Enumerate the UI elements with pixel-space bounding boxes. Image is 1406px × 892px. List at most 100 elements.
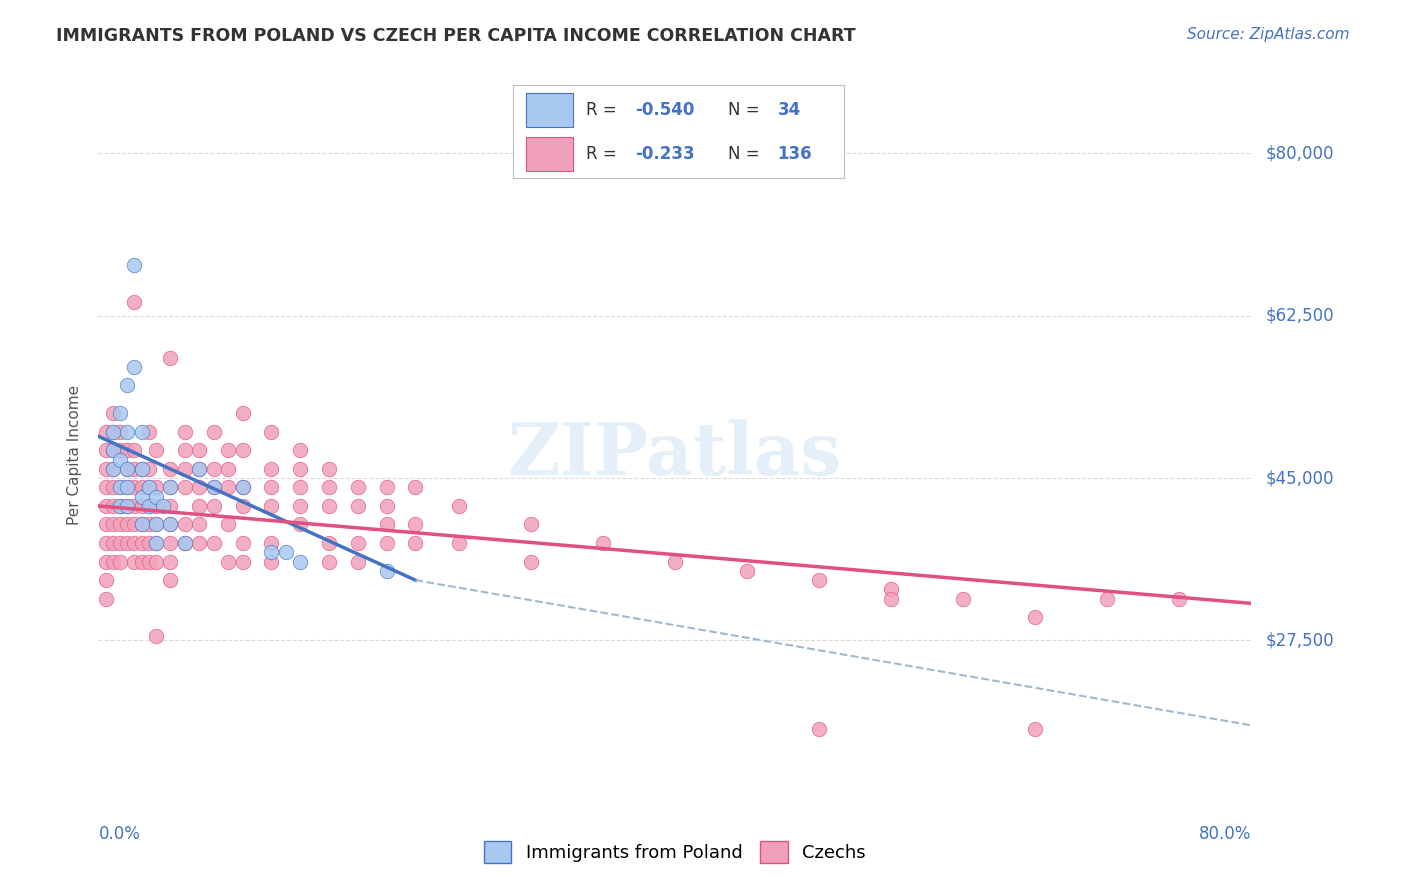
Point xyxy=(117,517,138,532)
Point xyxy=(138,480,160,494)
Point xyxy=(375,536,398,550)
Point xyxy=(124,359,146,374)
Point xyxy=(117,536,138,550)
Point xyxy=(108,517,131,532)
Point xyxy=(231,443,254,458)
Point xyxy=(124,555,146,569)
Point xyxy=(145,555,167,569)
Point xyxy=(117,462,138,476)
Point xyxy=(117,462,138,476)
Point xyxy=(159,351,181,365)
Point xyxy=(202,425,225,439)
Point xyxy=(159,573,181,587)
Text: $62,500: $62,500 xyxy=(1265,307,1334,325)
Point xyxy=(131,462,153,476)
Point xyxy=(231,480,254,494)
Point xyxy=(94,536,117,550)
Point xyxy=(124,443,146,458)
Point xyxy=(101,443,124,458)
Legend: Immigrants from Poland, Czechs: Immigrants from Poland, Czechs xyxy=(484,841,866,863)
Point xyxy=(131,462,153,476)
Point xyxy=(735,564,758,578)
Point xyxy=(101,480,124,494)
Point xyxy=(94,555,117,569)
Point xyxy=(159,480,181,494)
Point xyxy=(405,517,427,532)
Point xyxy=(145,536,167,550)
Point xyxy=(952,591,974,606)
Point xyxy=(101,517,124,532)
Point xyxy=(131,555,153,569)
Point xyxy=(94,443,117,458)
Point xyxy=(231,499,254,513)
Point xyxy=(375,499,398,513)
Point xyxy=(174,536,197,550)
Point xyxy=(159,462,181,476)
Point xyxy=(138,517,160,532)
Point xyxy=(447,536,470,550)
Text: 80.0%: 80.0% xyxy=(1199,825,1251,843)
Point xyxy=(807,573,830,587)
Point xyxy=(290,517,312,532)
Point xyxy=(101,462,124,476)
Point xyxy=(94,591,117,606)
Point xyxy=(188,462,211,476)
Point xyxy=(290,462,312,476)
Point xyxy=(290,555,312,569)
Point xyxy=(174,443,197,458)
Point xyxy=(592,536,614,550)
Point xyxy=(375,480,398,494)
Point xyxy=(117,480,138,494)
Point xyxy=(108,443,131,458)
Point xyxy=(880,582,903,597)
Point xyxy=(138,462,160,476)
Point xyxy=(108,425,131,439)
Point xyxy=(108,499,131,513)
Point xyxy=(108,499,131,513)
Point xyxy=(188,480,211,494)
Point xyxy=(145,499,167,513)
Text: $80,000: $80,000 xyxy=(1265,145,1334,162)
Text: $45,000: $45,000 xyxy=(1265,469,1334,487)
Point xyxy=(145,536,167,550)
Point xyxy=(1024,722,1046,736)
Point xyxy=(174,425,197,439)
Point xyxy=(202,480,225,494)
Point xyxy=(124,499,146,513)
Point xyxy=(520,517,543,532)
Point xyxy=(101,555,124,569)
Point xyxy=(290,480,312,494)
Point xyxy=(159,517,181,532)
Point xyxy=(202,462,225,476)
Point xyxy=(145,480,167,494)
Point xyxy=(131,517,153,532)
Point xyxy=(131,480,153,494)
Text: 34: 34 xyxy=(778,101,801,119)
Point xyxy=(159,499,181,513)
Point xyxy=(290,499,312,513)
Point xyxy=(290,443,312,458)
Point xyxy=(231,480,254,494)
Point xyxy=(101,462,124,476)
Point xyxy=(217,555,239,569)
Point xyxy=(174,517,197,532)
Point xyxy=(202,480,225,494)
Point xyxy=(138,499,160,513)
Point xyxy=(188,462,211,476)
Point xyxy=(174,480,197,494)
Point xyxy=(94,499,117,513)
Point xyxy=(260,555,283,569)
Point xyxy=(145,517,167,532)
Point xyxy=(131,425,153,439)
Point xyxy=(159,536,181,550)
Point xyxy=(217,480,239,494)
Point xyxy=(260,536,283,550)
Point xyxy=(217,517,239,532)
Point xyxy=(101,536,124,550)
Text: R =: R = xyxy=(586,101,621,119)
Point xyxy=(152,499,174,513)
Point xyxy=(217,462,239,476)
Point xyxy=(346,555,368,569)
Text: 0.0%: 0.0% xyxy=(98,825,141,843)
Point xyxy=(260,499,283,513)
